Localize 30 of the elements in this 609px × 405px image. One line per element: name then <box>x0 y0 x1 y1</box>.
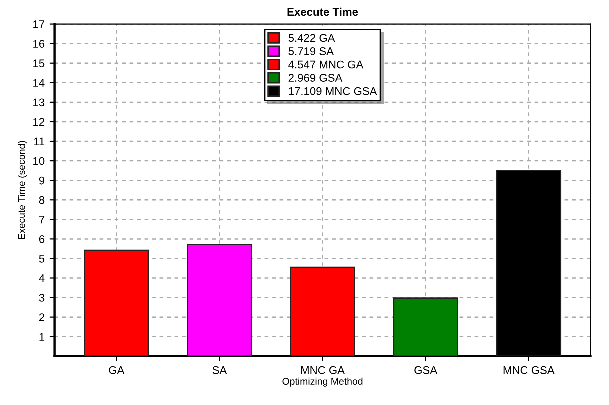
x-tick-label: GSA <box>414 366 438 374</box>
y-tick-label: 8 <box>39 196 45 204</box>
x-tick-label: MNC GA <box>301 366 345 374</box>
x-axis-title: Optimizing Method <box>282 378 363 387</box>
y-tick-label: 13 <box>34 98 45 107</box>
y-tick-label: 5 <box>39 255 45 263</box>
x-tick-label: SA <box>212 366 228 374</box>
legend-label: 5.422 GA <box>288 34 336 42</box>
y-tick-label: 12 <box>34 118 45 126</box>
y-tick-label: 10 <box>34 157 45 166</box>
chart-title: Execute Time <box>288 8 358 16</box>
y-tick-label: 15 <box>34 60 45 68</box>
y-tick-label: 17 <box>34 20 45 28</box>
y-tick-label: 4 <box>39 274 45 282</box>
y-tick-label: 3 <box>39 294 45 302</box>
legend-label: 5.719 SA <box>288 48 334 56</box>
y-tick-label: 1 <box>40 333 45 341</box>
legend-label: 4.547 MNC GA <box>288 60 364 69</box>
x-tick-label: MNC GSA <box>504 366 555 374</box>
y-tick-label: 7 <box>39 216 45 224</box>
y-tick-label: 16 <box>34 40 45 48</box>
y-tick-label: 9 <box>39 176 45 185</box>
x-tick-label: GA <box>109 366 125 374</box>
legend-label: 2.969 GSA <box>288 74 343 82</box>
y-axis-title: Execute Time (second) <box>18 141 28 240</box>
y-tick-label: 2 <box>39 314 45 322</box>
legend-label: 17.109 MNC GSA <box>289 87 378 96</box>
y-tick-label: 14 <box>34 79 45 87</box>
y-tick-label: 6 <box>39 235 45 244</box>
y-tick-label: 11 <box>34 138 45 146</box>
